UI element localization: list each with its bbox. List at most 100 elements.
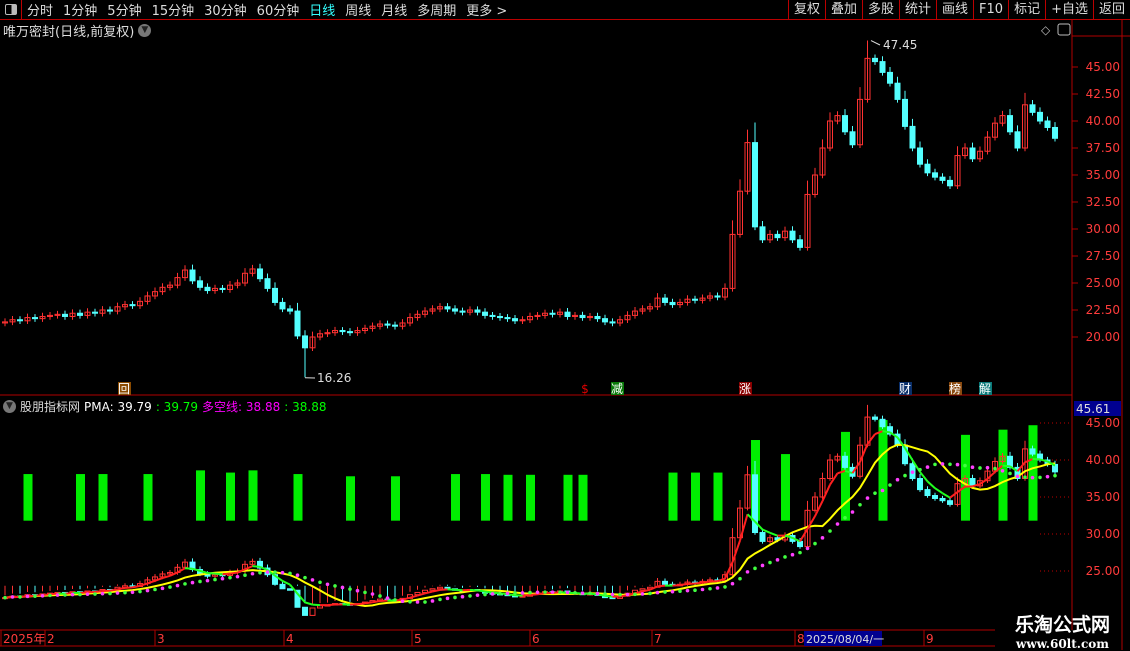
dk-dot (836, 522, 840, 526)
dk-line-segment (253, 566, 261, 567)
dk-line-segment (800, 529, 808, 541)
dk-dot (273, 570, 277, 574)
indicator-candle (310, 608, 315, 615)
signal-bar (226, 473, 235, 521)
candle (663, 298, 668, 302)
y-tick-label: 30.00 (1086, 222, 1120, 236)
dk-line-segment (695, 583, 703, 584)
dk-dot (446, 597, 450, 601)
dk-dot (603, 592, 607, 596)
candle (715, 296, 720, 297)
x-tick-label: 7 (654, 632, 662, 646)
candle (550, 313, 555, 314)
dk-dot (431, 599, 435, 603)
dk-dot (1053, 474, 1057, 478)
candle (888, 72, 893, 83)
dk-dot (881, 489, 885, 493)
dk-dot (483, 593, 487, 597)
dk-dot (678, 589, 682, 593)
dk-dot (33, 594, 37, 598)
indicator-candle (663, 581, 668, 584)
candle (565, 312, 570, 316)
dk-dot (588, 592, 592, 596)
indicator-candle (880, 419, 885, 426)
indicator-candle (438, 587, 443, 588)
signal-bar (99, 474, 108, 521)
dk-dot (221, 577, 225, 581)
dk-line-segment (860, 444, 868, 462)
dk-line-segment (530, 594, 538, 595)
dk-dot (78, 593, 82, 597)
candle (918, 148, 923, 164)
candle (288, 309, 293, 311)
signal-bar (564, 475, 573, 521)
dk-dot (776, 558, 780, 562)
dk-dot (926, 465, 930, 469)
y-tick-label: 30.00 (1086, 527, 1120, 541)
signal-bar (504, 475, 513, 521)
candle (453, 309, 458, 311)
dk-dot (521, 591, 525, 595)
y-tick-label: 45.00 (1086, 416, 1120, 430)
dk-dot (63, 593, 67, 597)
dk-dot (371, 592, 375, 596)
y-tick-label: 45.00 (1086, 60, 1120, 74)
dk-dot (18, 595, 22, 599)
candle (33, 318, 38, 319)
dk-dot (56, 593, 60, 597)
x-tick-label: 4 (286, 632, 294, 646)
dk-line-segment (605, 596, 613, 597)
candle (78, 313, 83, 315)
dk-dot (356, 589, 360, 593)
candle (760, 227, 765, 240)
candle (753, 143, 758, 227)
dk-dot (176, 584, 180, 588)
dk-dot (558, 590, 562, 594)
dk-dot (971, 465, 975, 469)
dk-line-segment (485, 591, 493, 592)
signal-bar (579, 475, 588, 521)
dk-dot (251, 572, 255, 576)
candle (198, 281, 203, 287)
dk-line-segment (110, 589, 118, 590)
dk-dot (153, 588, 157, 592)
dk-dot (566, 591, 570, 595)
indicator-candle (318, 606, 323, 608)
candle (970, 148, 975, 159)
candle (595, 316, 600, 318)
y-tick-label: 25.00 (1086, 276, 1120, 290)
y-tick-label: 35.00 (1086, 168, 1120, 182)
dk-dot (528, 591, 532, 595)
dk-line-segment (673, 585, 681, 586)
dk-dot (138, 590, 142, 594)
candle (130, 305, 135, 306)
dk-dot (993, 467, 997, 471)
candle (798, 240, 803, 248)
candle (873, 58, 878, 61)
dk-dot (573, 591, 577, 595)
candle (340, 331, 345, 332)
dk-line-segment (178, 568, 186, 572)
dk-dot (281, 571, 285, 575)
y-tick-label: 20.00 (1086, 330, 1120, 344)
dk-dot (783, 555, 787, 559)
dk-dot (866, 496, 870, 500)
x-tick-label: 5 (414, 632, 422, 646)
dk-dot (633, 593, 637, 597)
dk-dot (686, 589, 690, 593)
candle (1045, 121, 1050, 127)
signal-bar (691, 473, 700, 521)
event-marker: 减 (611, 382, 623, 396)
signal-bar (841, 432, 850, 521)
signal-bar (781, 454, 790, 521)
dk-line-segment (410, 596, 418, 598)
x-tick-label: 2025年 (3, 632, 46, 646)
dk-line-segment (815, 501, 823, 516)
dk-dot (318, 581, 322, 585)
dk-dot (71, 593, 75, 597)
dk-dot (648, 592, 652, 596)
dk-dot (41, 594, 45, 598)
candle (1053, 127, 1058, 138)
